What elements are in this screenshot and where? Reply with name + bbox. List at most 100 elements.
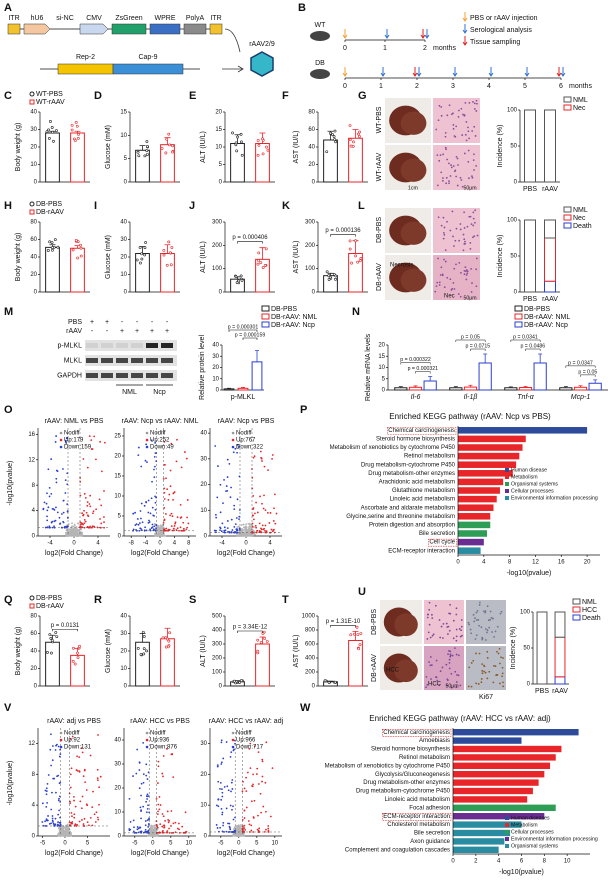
gene-dot (133, 826, 135, 829)
nucleus (467, 685, 470, 688)
gene-dot (260, 527, 262, 530)
bar (478, 362, 492, 391)
gene-dot (73, 799, 75, 802)
y-tick-label: 30 (120, 237, 127, 243)
data-dot (51, 248, 54, 252)
gene-dot (138, 522, 141, 525)
gene-dot (151, 523, 154, 526)
nucleus (478, 652, 481, 655)
nucleus (492, 617, 494, 620)
nucleus (440, 106, 443, 108)
y-axis-label: Glucose (mM) (105, 125, 112, 169)
gene-dot (96, 779, 99, 782)
p-value: p = 0.0715 (465, 343, 490, 349)
gene-dot (153, 522, 156, 525)
gene-dot (253, 526, 255, 529)
y-tick-label: 5 (118, 514, 122, 520)
nucleus (502, 685, 505, 688)
gene-dot (151, 506, 154, 509)
nucleus (455, 681, 458, 683)
nucleus (473, 235, 476, 238)
gene-dot (148, 519, 150, 522)
gene-dot (168, 827, 170, 830)
plot-title: Enriched KEGG pathway (rAAV: HCC vs rAAV… (369, 714, 551, 723)
gene-dot (248, 831, 251, 833)
x-tick-label: -5 (218, 841, 224, 847)
data-dot (52, 139, 55, 143)
data-dot (348, 239, 352, 243)
y-tick-label: 400 (305, 656, 316, 662)
data-dot (236, 279, 240, 283)
virus (250, 51, 274, 77)
panel-letter: J (189, 200, 195, 212)
gene-dot (136, 748, 139, 751)
data-dot (139, 261, 142, 265)
nucleus (457, 115, 460, 118)
data-dot (70, 128, 74, 132)
data-dot (145, 149, 149, 153)
nucleus (468, 137, 471, 140)
gene-dot (51, 745, 54, 747)
panel-letter: M (4, 306, 13, 318)
data-dot (354, 239, 357, 243)
gene-dot (148, 521, 151, 523)
p-value: p = 0.000406 (232, 235, 268, 241)
data-dot (168, 143, 171, 147)
gene-dot (147, 511, 150, 514)
gene-dot (223, 478, 225, 481)
gene-dot (69, 802, 72, 805)
gene-dot (144, 824, 147, 827)
element-label: WPRE (155, 15, 176, 22)
gene-dot (94, 821, 97, 823)
gene-dot (51, 815, 54, 817)
annotation: HCC (386, 668, 400, 674)
highlight-box (386, 427, 457, 435)
category-label: Ascorbate and aldarate metabolism (361, 505, 455, 511)
nucleus (437, 119, 440, 122)
gene-dot (162, 755, 165, 757)
nucleus (499, 682, 501, 685)
gene-dot (70, 767, 73, 770)
y-tick-label: 0 (219, 180, 223, 186)
nucleus (466, 270, 469, 273)
gene-dot (264, 509, 267, 512)
gene-dot (241, 834, 243, 837)
gene-dot (71, 525, 73, 528)
gene-dot (236, 498, 239, 501)
gene-dot (76, 529, 79, 532)
gene-dot (223, 785, 226, 788)
gene-dot (248, 522, 251, 525)
nucleus (441, 274, 444, 277)
nucleus (475, 634, 478, 637)
gene-dot (64, 439, 67, 442)
gene-dot (223, 831, 225, 833)
gene-dot (69, 773, 72, 776)
nucleus (486, 677, 489, 680)
data-dot (50, 126, 54, 129)
gene-dot (47, 815, 49, 817)
y-tick-label: 0 (118, 534, 122, 540)
liver-lobe (394, 613, 418, 637)
timeline-arrow (462, 12, 468, 22)
data-dot (261, 266, 265, 269)
annotation: Necrosis (390, 263, 413, 269)
nucleus (473, 125, 476, 128)
y-tick-label: 40 (30, 649, 37, 655)
legend-label: WT-rAAV (36, 99, 65, 106)
gene-dot (59, 753, 62, 756)
nucleus (459, 223, 462, 225)
y-tick-label: 0 (124, 290, 128, 296)
gene-dot (132, 819, 135, 822)
nucleus (446, 276, 449, 279)
nucleus (467, 621, 470, 624)
gene-dot (169, 485, 172, 488)
stacked-bar (554, 636, 566, 678)
nucleus (450, 164, 452, 166)
gene-dot (46, 782, 49, 785)
x-tick-label: 5 (86, 841, 90, 847)
nucleus (455, 613, 458, 616)
gene-dot (47, 774, 50, 776)
nucleus (449, 650, 452, 653)
gene-dot (87, 515, 90, 518)
gene-dot (257, 814, 259, 817)
